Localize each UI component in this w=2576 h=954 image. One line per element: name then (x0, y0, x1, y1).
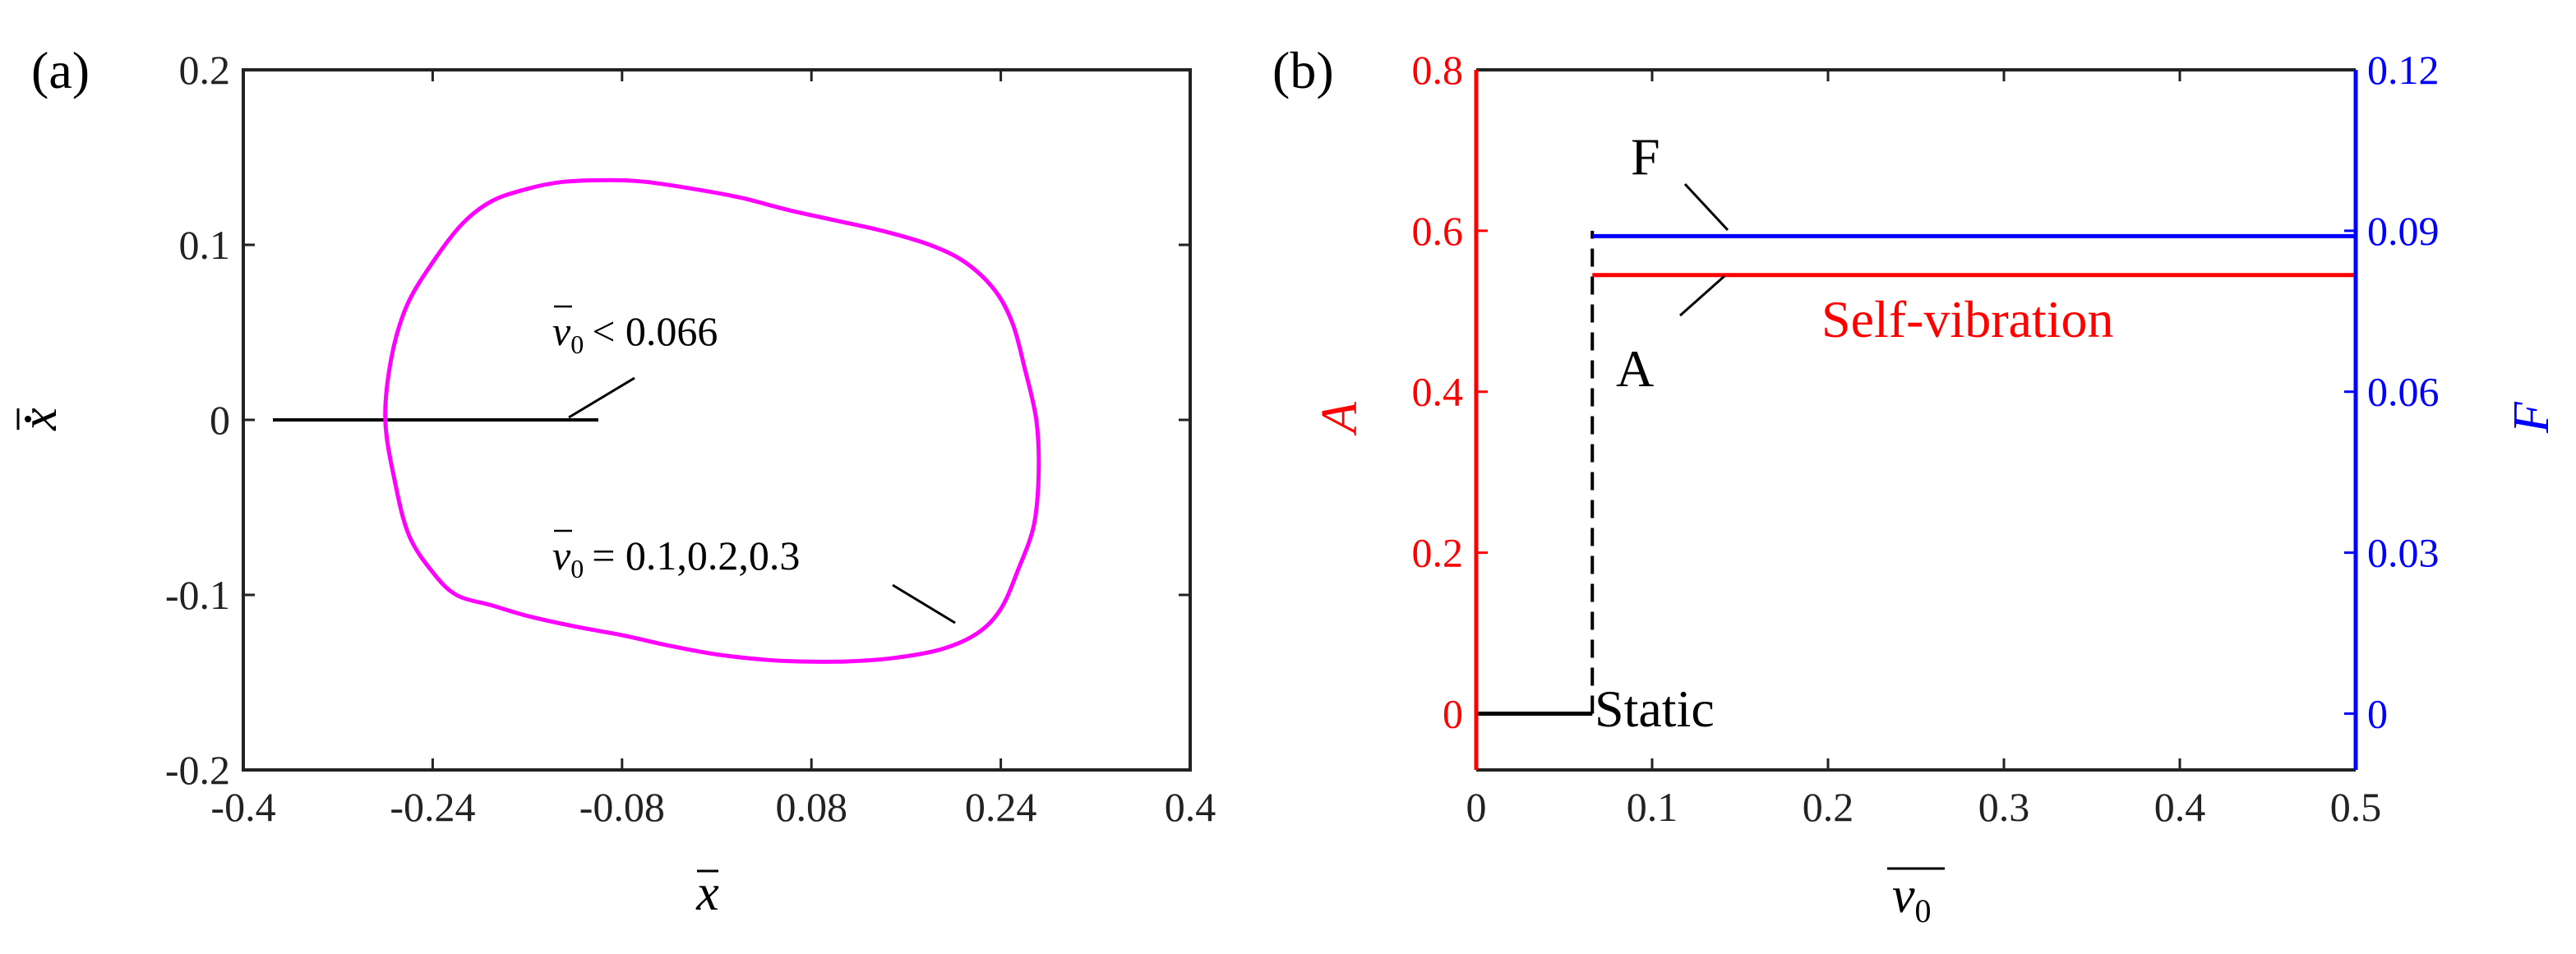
panel-b: (b) 0 0.1 0.2 0.3 0.4 0.5 0 0.2 0.4 0.6 0.8 0 0.03… (1272, 41, 2560, 929)
panel-b-left-y-tick-label: 0.6 (1412, 208, 1464, 254)
panel-a-annotation-loop: v0 = 0.1,0.2,0.3 (552, 529, 956, 624)
panel-b-left-y-tick-label: 0.8 (1412, 47, 1464, 93)
panel-a-y-ticks: -0.2 -0.1 0 0.1 0.2 (165, 47, 1190, 793)
panel-b-left-y-tick-label: 0.4 (1412, 369, 1464, 415)
panel-a-y-tick-label: 0.2 (179, 47, 231, 93)
panel-a-y-tick-label: 0 (210, 397, 230, 443)
panel-a-x-axis-title: x (695, 865, 719, 921)
panel-b-annotation-f-leader (1683, 182, 1729, 232)
panel-b-x-tick-label: 0 (1466, 784, 1487, 830)
panel-b-annotation-static: Static (1595, 680, 1715, 738)
panel-b-x-axis-title: v0 (1887, 867, 1945, 929)
panel-a-limit-cycle (383, 177, 1041, 664)
panel-b-left-y-tick-label: 0 (1443, 690, 1463, 736)
panel-b-annotation-a-leader (1679, 274, 1725, 317)
panel-b-series (1476, 230, 2356, 716)
panel-a-x-tick-label: 0.08 (775, 784, 847, 830)
panel-a: (a) -0.4 -0.24 -0.08 0.08 0.24 0.4 -0.2 -0.1 0 0… (12, 41, 1216, 921)
panel-b-right-y-tick-label: 0 (2367, 690, 2388, 736)
panel-b-x-tick-label: 0.4 (2154, 784, 2206, 830)
panel-a-label: (a) (31, 41, 90, 99)
panel-b-x-tick-label: 0.5 (2330, 784, 2382, 830)
panel-a-annotation-1-text: v0 < 0.066 (552, 308, 718, 359)
panel-b-annotation-self-vibration: Self-vibration (1821, 290, 2113, 348)
panel-a-annotation-2-leader (892, 583, 956, 624)
panel-b-left-y-ticks: 0 0.2 0.4 0.6 0.8 (1412, 47, 1488, 736)
panel-a-x-tick-label: -0.4 (210, 784, 275, 830)
panel-a-ylabel: x (12, 408, 67, 431)
panel-a-x-tick-label: -0.24 (390, 784, 475, 830)
panel-a-x-ticks: -0.4 -0.24 -0.08 0.08 0.24 0.4 (210, 70, 1216, 830)
panel-a-annotation-below-threshold: v0 < 0.066 (552, 305, 718, 419)
panel-a-x-tick-label: 0.24 (965, 784, 1037, 830)
panel-b-right-y-tick-label: 0.06 (2367, 369, 2440, 415)
panel-a-x-tick-label: 0.4 (1165, 784, 1216, 830)
panel-a-y-tick-label: -0.1 (165, 572, 230, 618)
panel-b-label: (b) (1272, 41, 1334, 99)
panel-b-annotation-a-text: A (1616, 339, 1654, 398)
panel-a-ylabel-dot (25, 416, 31, 422)
panel-a-y-axis-title: x (12, 408, 67, 431)
panel-b-annotation-f-text: F (1631, 127, 1660, 186)
panel-b-x-tick-label: 0.3 (1978, 784, 2030, 830)
panel-a-plot-frame (242, 68, 1192, 772)
panel-b-x-ticks: 0 0.1 0.2 0.3 0.4 0.5 (1466, 70, 2382, 830)
panel-a-y-tick-label: -0.2 (165, 747, 230, 793)
panel-a-annotation-1-leader (568, 376, 635, 419)
panel-a-y-tick-label: 0.1 (179, 222, 231, 268)
panel-a-series (273, 177, 1041, 664)
panel-a-x-tick-label: -0.08 (579, 784, 665, 830)
panel-b-left-ylabel: A (1312, 401, 1368, 436)
panel-b-annotation-a: A (1616, 274, 1725, 398)
panel-b-x-tick-label: 0.2 (1803, 784, 1854, 830)
panel-b-annotation-f: F (1631, 127, 1729, 232)
panel-b-right-y-ticks: 0 0.03 0.06 0.09 0.12 (2344, 47, 2440, 736)
panel-b-right-ylabel: F (2504, 401, 2560, 434)
panel-b-x-tick-label: 0.1 (1627, 784, 1678, 830)
panel-b-xlabel: v0 (1892, 868, 1932, 929)
panel-b-right-y-tick-label: 0.09 (2367, 208, 2440, 254)
panel-b-right-y-tick-label: 0.12 (2367, 47, 2440, 93)
panel-b-left-y-tick-label: 0.2 (1412, 530, 1464, 576)
panel-a-annotation-2-text: v0 = 0.1,0.2,0.3 (552, 532, 800, 583)
panel-b-right-y-tick-label: 0.03 (2367, 530, 2440, 576)
panel-a-xlabel: x (695, 865, 719, 921)
